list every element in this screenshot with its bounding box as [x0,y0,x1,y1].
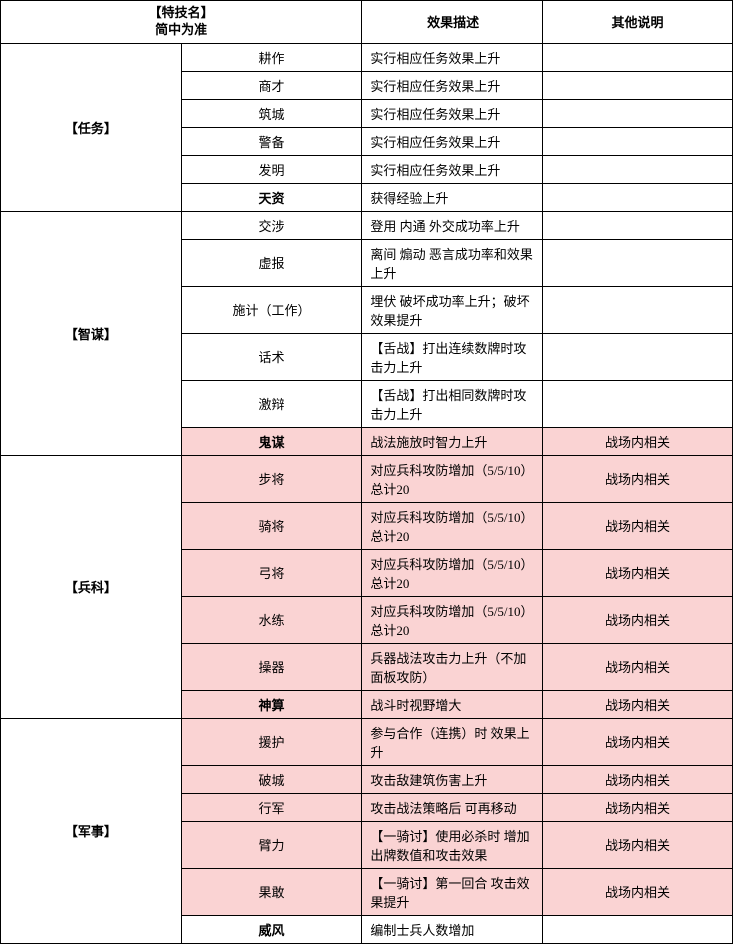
skill-name-cell: 施计（工作） [181,286,362,333]
effect-cell: 获得经验上升 [362,183,543,211]
effect-cell: 对应兵科攻防增加（5/5/10）总计20 [362,502,543,549]
skill-name-cell: 警备 [181,127,362,155]
effect-cell: 兵器战法攻击力上升（不加面板攻防） [362,643,543,690]
note-cell: 战场内相关 [543,868,733,915]
note-cell [543,127,733,155]
table-row: 【兵科】步将对应兵科攻防增加（5/5/10）总计20战场内相关 [1,455,733,502]
note-cell: 战场内相关 [543,549,733,596]
note-cell: 战场内相关 [543,718,733,765]
skill-name-cell: 臂力 [181,821,362,868]
effect-cell: 实行相应任务效果上升 [362,155,543,183]
note-cell [543,211,733,239]
note-cell [543,915,733,943]
table-row: 【军事】援护参与合作（连携）时 效果上升战场内相关 [1,718,733,765]
skill-name-cell: 虚报 [181,239,362,286]
note-cell [543,43,733,71]
effect-cell: 攻击战法策略后 可再移动 [362,793,543,821]
note-cell [543,286,733,333]
effect-cell: 战斗时视野增大 [362,690,543,718]
skill-name-cell: 耕作 [181,43,362,71]
skill-name-cell: 骑将 [181,502,362,549]
skill-name-cell: 激辩 [181,380,362,427]
table-body: 【任务】耕作实行相应任务效果上升商才实行相应任务效果上升筑城实行相应任务效果上升… [1,43,733,943]
skill-name-cell: 行军 [181,793,362,821]
category-cell: 【智谋】 [1,211,182,455]
effect-cell: 【舌战】打出相同数牌时攻击力上升 [362,380,543,427]
skill-name-cell: 援护 [181,718,362,765]
note-cell [543,380,733,427]
header-note: 其他说明 [543,1,733,44]
skill-name-cell: 交涉 [181,211,362,239]
note-cell [543,71,733,99]
effect-cell: 编制士兵人数增加 [362,915,543,943]
skill-name-cell: 商才 [181,71,362,99]
effect-cell: 实行相应任务效果上升 [362,71,543,99]
header-skill: 【特技名】 简中为准 [1,1,362,44]
effect-cell: 战法施放时智力上升 [362,427,543,455]
skill-name-cell: 天资 [181,183,362,211]
effect-cell: 【一骑讨】第一回合 攻击效果提升 [362,868,543,915]
effect-cell: 参与合作（连携）时 效果上升 [362,718,543,765]
skill-name-cell: 水练 [181,596,362,643]
header-effect: 效果描述 [362,1,543,44]
effect-cell: 实行相应任务效果上升 [362,127,543,155]
effect-cell: 【舌战】打出连续数牌时攻击力上升 [362,333,543,380]
skill-name-cell: 发明 [181,155,362,183]
skills-table: 【特技名】 简中为准 效果描述 其他说明 【任务】耕作实行相应任务效果上升商才实… [0,0,733,944]
note-cell: 战场内相关 [543,427,733,455]
header-row: 【特技名】 简中为准 效果描述 其他说明 [1,1,733,44]
category-cell: 【兵科】 [1,455,182,718]
effect-cell: 登用 内通 外交成功率上升 [362,211,543,239]
note-cell: 战场内相关 [543,793,733,821]
skill-name-cell: 神算 [181,690,362,718]
note-cell [543,183,733,211]
effect-cell: 攻击敌建筑伤害上升 [362,765,543,793]
note-cell: 战场内相关 [543,821,733,868]
skill-name-cell: 破城 [181,765,362,793]
skill-name-cell: 弓将 [181,549,362,596]
note-cell [543,99,733,127]
note-cell: 战场内相关 [543,596,733,643]
skill-name-cell: 操器 [181,643,362,690]
effect-cell: 实行相应任务效果上升 [362,43,543,71]
skill-name-cell: 果敢 [181,868,362,915]
effect-cell: 埋伏 破坏成功率上升；破坏效果提升 [362,286,543,333]
skill-name-cell: 鬼谋 [181,427,362,455]
skill-name-cell: 筑城 [181,99,362,127]
skill-name-cell: 步将 [181,455,362,502]
skill-name-cell: 话术 [181,333,362,380]
table-row: 【智谋】交涉登用 内通 外交成功率上升 [1,211,733,239]
note-cell [543,239,733,286]
note-cell [543,333,733,380]
note-cell: 战场内相关 [543,765,733,793]
category-cell: 【军事】 [1,718,182,943]
effect-cell: 对应兵科攻防增加（5/5/10）总计20 [362,455,543,502]
skill-name-cell: 威风 [181,915,362,943]
effect-cell: 对应兵科攻防增加（5/5/10）总计20 [362,549,543,596]
category-cell: 【任务】 [1,43,182,211]
effect-cell: 实行相应任务效果上升 [362,99,543,127]
table-row: 【任务】耕作实行相应任务效果上升 [1,43,733,71]
note-cell: 战场内相关 [543,502,733,549]
note-cell: 战场内相关 [543,690,733,718]
note-cell [543,155,733,183]
note-cell: 战场内相关 [543,455,733,502]
note-cell: 战场内相关 [543,643,733,690]
effect-cell: 对应兵科攻防增加（5/5/10）总计20 [362,596,543,643]
effect-cell: 【一骑讨】使用必杀时 增加出牌数值和攻击效果 [362,821,543,868]
effect-cell: 离间 煽动 恶言成功率和效果上升 [362,239,543,286]
